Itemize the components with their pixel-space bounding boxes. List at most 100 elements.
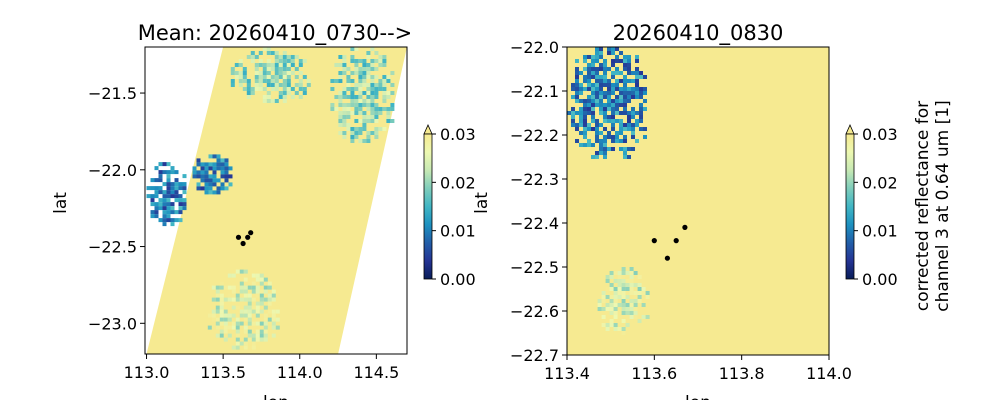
left-colorbar-ticks: 0.00 0.01 0.02 0.03 [432,125,476,289]
x-tick: 113.4 [544,355,590,383]
station-point [682,224,688,230]
y-tick-label: −22.0 [510,38,559,57]
y-tick-label: −22.6 [510,302,559,321]
panel-left: Mean: 20260410_0730--> 113.0 113.5 114.0 11… [51,21,412,400]
right-points [651,224,688,261]
y-tick: −23.0 [88,314,145,333]
x-tick-label: 114.0 [277,363,323,382]
right-xlabel: lon [685,393,711,400]
cloud-region [207,269,280,350]
left-xlabel: lon [263,393,289,400]
left-x-ticks: 113.0 113.5 114.0 114.5 [124,354,399,382]
x-tick: 114.0 [806,355,852,383]
x-tick-label: 113.8 [719,364,765,383]
right-colorbar-extend [845,124,855,135]
station-point [248,230,254,236]
x-tick: 113.6 [631,355,677,383]
station-point [235,234,242,240]
colorbar-tick: 0.02 [432,173,476,192]
colorbar-tick: 0.03 [432,125,476,144]
left-colorbar: 0.00 0.01 0.02 0.03 [423,124,476,289]
colorbar-tick-label: 0.01 [440,222,476,241]
x-tick: 113.5 [200,354,246,382]
y-tick: −22.7 [510,346,567,365]
cloud-region [146,162,187,227]
colorbar-tick-label: 0.02 [440,173,476,192]
colorbar-tick: 0.01 [432,222,476,241]
y-tick-label: −22.7 [510,346,559,365]
right-title: 20260410_0830 [613,21,784,46]
y-tick: −22.5 [510,258,567,277]
colorbar-tick-label: 0.02 [862,173,898,192]
colorbar-tick-label: 0.00 [440,270,476,289]
y-tick: −22.0 [510,38,567,57]
x-tick-label: 113.0 [124,363,170,382]
right-colorbar: 0.00 0.01 0.02 0.03 corrected reflectance f… [845,100,953,312]
left-points [235,230,254,247]
panel-right: 20260410_0830 113.4 113.6 113.8 114.0 −22.0… [472,21,852,400]
colorbar-tick: 0.00 [432,270,476,289]
x-tick-label: 113.4 [544,364,590,383]
colorbar-tick: 0.01 [854,222,898,241]
y-tick: −22.2 [510,126,567,145]
x-tick-label: 114.5 [353,363,399,382]
y-tick: −22.4 [510,214,567,233]
station-point [673,238,679,244]
right-colorbar-ticks: 0.00 0.01 0.02 0.03 [854,125,898,289]
x-tick: 113.0 [124,354,170,382]
y-tick-label: −22.0 [88,161,137,180]
colorbar-tick: 0.02 [854,173,898,192]
left-cloud-layer [146,47,395,350]
y-tick: −22.6 [510,302,567,321]
y-tick-label: −22.4 [510,214,559,233]
right-x-ticks: 113.4 113.6 113.8 114.0 [544,355,852,383]
colorbar-tick-label: 0.03 [440,125,476,144]
y-tick: −22.0 [88,161,145,180]
colorbar-tick: 0.00 [854,270,898,289]
x-tick: 114.0 [277,354,323,382]
x-tick-label: 113.5 [200,363,246,382]
colorbar-tick: 0.03 [854,125,898,144]
y-tick-label: −21.5 [88,84,137,103]
right-colorbar-gradient [845,133,855,280]
left-colorbar-gradient [423,133,433,280]
colorbar-tick-label: 0.03 [862,125,898,144]
y-tick: −22.5 [88,238,145,257]
left-colorbar-extend [423,124,433,135]
right-ylabel: lat [472,192,492,214]
right-y-ticks: −22.0 −22.1 −22.2 −22.3 −22.4 −22.5 −22.6 −22.7 [510,38,567,365]
y-tick-label: −22.2 [510,126,559,145]
station-point [664,255,671,261]
y-tick-label: −22.5 [510,258,559,277]
y-tick: −21.5 [88,84,145,103]
left-y-ticks: −21.5 −22.0 −22.5 −23.0 [88,84,145,333]
cloud-region [230,47,311,103]
colorbar-tick-label: 0.01 [862,222,898,241]
x-tick-label: 113.6 [631,364,677,383]
left-plot-frame [144,46,408,355]
colorbar-tick-label: 0.00 [862,270,898,289]
cloud-region [192,154,233,195]
right-cloud-layer [567,47,650,335]
y-tick-label: −23.0 [88,314,137,333]
station-point [245,234,251,240]
y-tick: −22.3 [510,170,567,189]
cloud-region [567,47,647,159]
y-tick-label: −22.5 [88,238,137,257]
x-tick: 114.5 [353,354,399,382]
right-plot-frame [566,46,830,356]
y-tick-label: −22.1 [510,82,559,101]
y-tick: −22.1 [510,82,567,101]
y-tick-label: −22.3 [510,170,559,189]
colorbar-label-line1: corrected reflectance for [913,101,933,311]
cloud-region [330,47,395,143]
station-point [651,238,657,244]
colorbar-label-line2: channel 3 at 0.64 um [1] [933,100,953,311]
station-point [240,240,246,247]
left-ylabel: lat [51,192,71,214]
x-tick: 113.8 [719,355,765,383]
cloud-region [597,267,650,335]
left-title: Mean: 20260410_0730--> [138,21,413,46]
x-tick-label: 114.0 [806,364,852,383]
